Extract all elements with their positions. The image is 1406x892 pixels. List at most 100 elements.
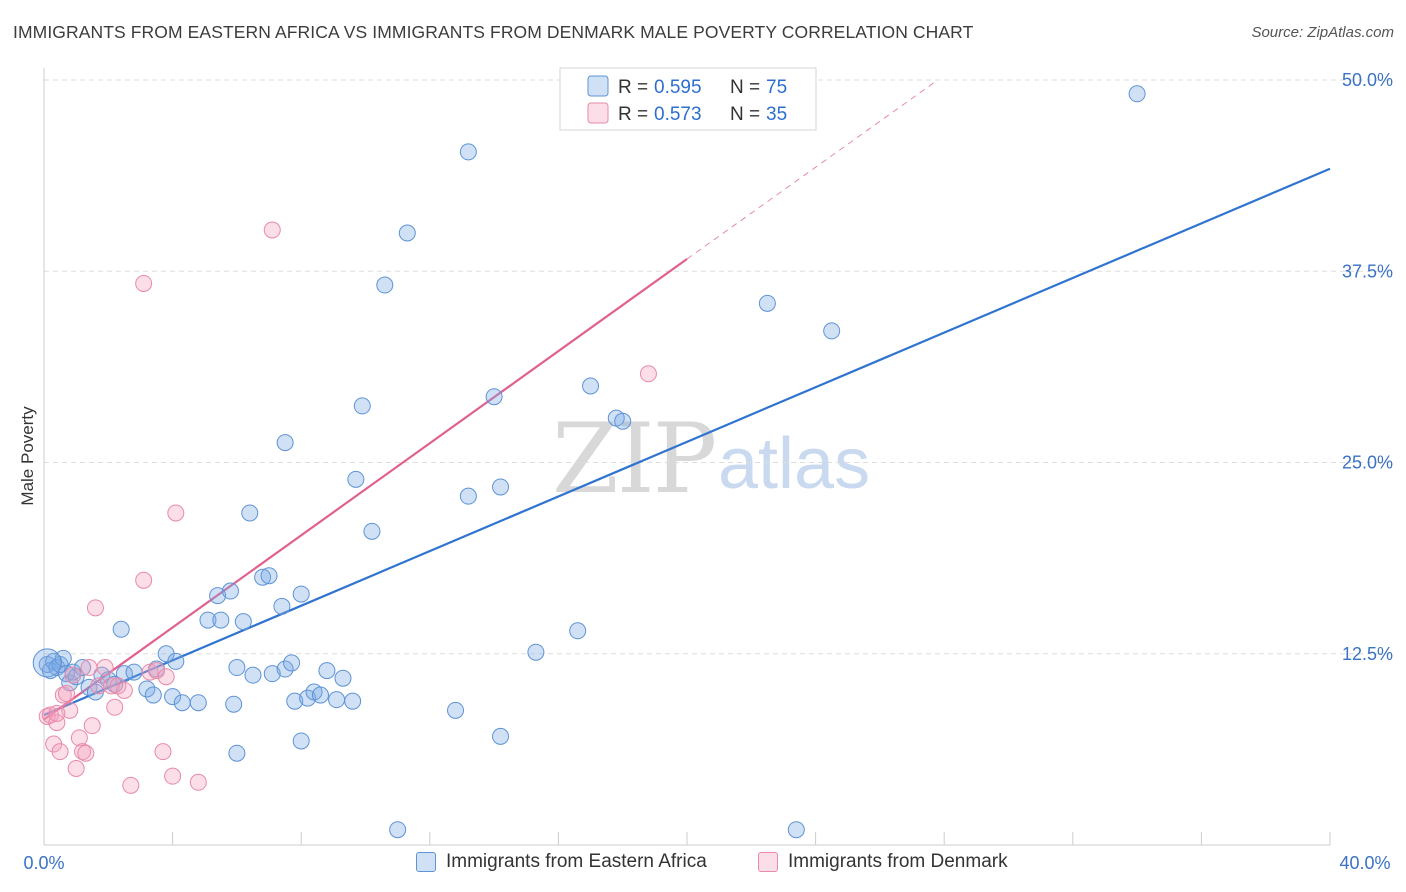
point-eastern-africa [58, 665, 76, 683]
point-eastern-africa [173, 694, 191, 712]
point-denmark [48, 704, 66, 722]
point-denmark [135, 571, 153, 589]
trend-line-denmark-extension [686, 79, 939, 260]
point-denmark [48, 714, 66, 732]
point-denmark [64, 666, 82, 684]
point-eastern-africa [353, 397, 371, 415]
point-eastern-africa [292, 732, 310, 750]
legend-swatch-blue [587, 75, 609, 97]
point-eastern-africa [459, 143, 477, 161]
point-denmark [67, 760, 85, 777]
point-eastern-africa [228, 744, 246, 762]
point-eastern-africa [144, 686, 162, 704]
point-eastern-africa [234, 613, 252, 631]
legend-n-label-2: N = [730, 104, 760, 125]
point-denmark [263, 221, 281, 239]
point-eastern-africa [225, 695, 243, 713]
point-denmark [639, 365, 657, 383]
y-axis-title: Male Poverty [18, 406, 37, 506]
x-ticks [43, 832, 1331, 845]
point-eastern-africa [189, 694, 207, 712]
bottom-legend-item-eastern-africa: Immigrants from Eastern Africa [416, 851, 707, 873]
chart-title: IMMIGRANTS FROM EASTERN AFRICA VS IMMIGR… [13, 22, 974, 42]
point-denmark [77, 744, 95, 762]
point-eastern-africa [241, 504, 259, 522]
point-eastern-africa [199, 611, 217, 629]
point-denmark [70, 729, 88, 747]
legend-swatch-pink [587, 102, 609, 124]
point-eastern-africa [823, 322, 841, 340]
point-eastern-africa [459, 487, 477, 505]
bottom-legend-item-denmark: Immigrants from Denmark [758, 851, 1008, 873]
trend-lines [43, 79, 1331, 721]
point-eastern-africa [286, 692, 304, 710]
x-tick-label-min: 0.0% [23, 853, 64, 873]
y-tick-label: 12.5% [1342, 644, 1393, 664]
legend-r-value-2: 0.573 [654, 104, 702, 125]
point-denmark [106, 698, 124, 716]
y-tick-label: 25.0% [1342, 453, 1393, 473]
point-eastern-africa [276, 660, 294, 678]
point-denmark [83, 717, 101, 735]
point-eastern-africa [260, 567, 278, 585]
point-eastern-africa [787, 821, 805, 839]
point-denmark [58, 685, 76, 703]
y-tick-labels: 12.5% 25.0% 37.5% 50.0% [1342, 70, 1393, 664]
legend-n-value-1: 75 [766, 77, 787, 98]
legend-r-label-2: R = [618, 104, 648, 125]
point-denmark [148, 662, 166, 680]
point-eastern-africa [254, 568, 272, 586]
point-eastern-africa [292, 585, 310, 603]
point-eastern-africa-cluster [32, 648, 62, 678]
point-eastern-africa [167, 652, 185, 670]
bottom-legend-label-denmark: Immigrants from Denmark [788, 851, 1008, 872]
point-eastern-africa [276, 434, 294, 452]
point-eastern-africa [112, 620, 130, 638]
point-eastern-africa [376, 276, 394, 294]
watermark-atlas: atlas [718, 424, 870, 504]
legend-r-value-1: 0.595 [654, 77, 702, 98]
point-eastern-africa [527, 643, 545, 661]
watermark-zip: ZIP [552, 403, 715, 515]
legend-n-label-1: N = [730, 77, 760, 98]
point-denmark [164, 767, 182, 785]
point-denmark [167, 504, 185, 522]
point-eastern-africa [164, 688, 182, 706]
point-denmark [135, 274, 153, 292]
trend-line-eastern-africa [43, 167, 1331, 716]
y-tick-label: 50.0% [1342, 70, 1393, 90]
point-eastern-africa [447, 701, 465, 719]
legend-box: R = 0.595 N = 75 R = 0.573 N = 35 [559, 67, 817, 131]
point-denmark [96, 659, 114, 677]
point-eastern-africa [485, 388, 503, 406]
point-eastern-africa [228, 659, 246, 677]
point-eastern-africa [344, 692, 362, 710]
point-eastern-africa [138, 680, 156, 698]
point-eastern-africa [614, 412, 632, 430]
point-eastern-africa [1128, 85, 1146, 103]
point-eastern-africa [299, 689, 317, 707]
point-eastern-africa [311, 686, 329, 704]
point-denmark [51, 743, 69, 761]
point-denmark [61, 701, 79, 719]
point-eastern-africa [492, 478, 510, 496]
point-eastern-africa [389, 821, 407, 839]
legend-n-value-2: 35 [766, 104, 787, 125]
bottom-legend: Immigrants from Eastern Africa Immigrant… [0, 851, 1406, 879]
point-eastern-africa [334, 669, 352, 687]
point-eastern-africa [347, 470, 365, 488]
bottom-legend-label-eastern-africa: Immigrants from Eastern Africa [446, 851, 707, 872]
point-denmark [90, 677, 108, 695]
trend-line-denmark [43, 258, 688, 721]
source-credit: Source: ZipAtlas.com [1251, 24, 1394, 41]
point-eastern-africa [569, 622, 587, 640]
point-eastern-africa [273, 597, 291, 615]
point-denmark [122, 776, 140, 794]
point-eastern-africa [125, 663, 143, 681]
point-denmark [141, 663, 159, 681]
legend-frame [559, 67, 817, 131]
point-denmark [86, 599, 104, 617]
point-eastern-africa [221, 582, 239, 600]
point-eastern-africa [244, 666, 262, 684]
